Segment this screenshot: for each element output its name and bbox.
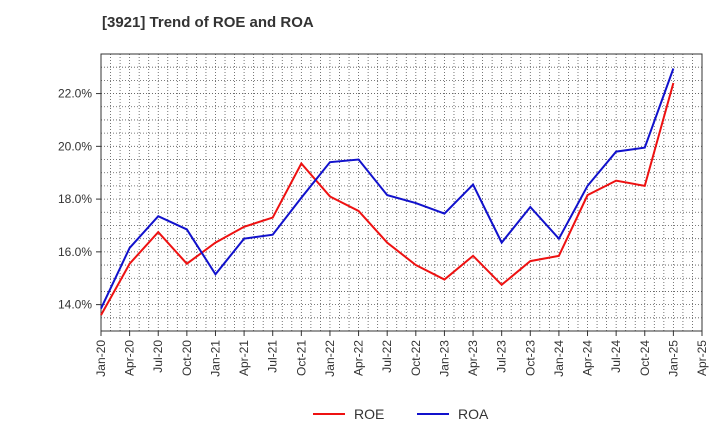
y-tick-label: 22.0% [58,87,92,101]
y-axis-ticks: 14.0% 16.0% 18.0% 20.0% 22.0% [58,87,101,312]
x-tick-label: Apr-23 [466,340,480,376]
x-axis-ticks: Jan-20 Apr-20 Jul-20 Oct-20 Jan-21 Apr-21 Jul-… [94,331,709,377]
x-tick-label: Jan-24 [552,340,566,377]
grid-lines [101,54,702,331]
plot-frame [100,53,703,332]
x-tick-label: Oct-22 [409,340,423,376]
x-tick-label: Apr-21 [237,340,251,376]
x-tick-label: Jul-21 [266,340,280,373]
x-tick-label: Oct-24 [638,340,652,376]
x-tick-label: Jan-23 [437,340,451,377]
x-tick-label: Jul-20 [151,340,165,373]
x-tick-label: Apr-25 [695,340,709,376]
x-tick-label: Jul-22 [380,340,394,373]
x-tick-label: Oct-21 [294,340,308,376]
x-tick-label: Oct-20 [180,340,194,376]
y-tick-label: 16.0% [58,245,92,259]
x-tick-label: Apr-20 [123,340,137,376]
y-tick-label: 20.0% [58,139,92,153]
series-line-roe [100,82,675,316]
x-tick-label: Jan-25 [666,340,680,377]
x-tick-label: Jul-24 [609,340,623,373]
x-tick-label: Jan-22 [323,340,337,377]
x-tick-label: Apr-24 [581,340,595,376]
x-tick-label: Jul-23 [495,340,509,373]
series-lines [100,68,675,316]
x-tick-label: Jan-20 [94,340,108,377]
y-tick-label: 14.0% [58,298,92,312]
legend-label-roe: ROE [354,406,384,422]
y-tick-label: 18.0% [58,192,92,206]
x-tick-label: Apr-22 [352,340,366,376]
x-tick-label: Oct-23 [523,340,537,376]
legend-label-roa: ROA [458,406,489,422]
x-tick-label: Jan-21 [208,340,222,377]
legend: ROE ROA [313,406,489,422]
chart-title: [3921] Trend of ROE and ROA [102,14,314,31]
series-line-roa [100,68,675,310]
